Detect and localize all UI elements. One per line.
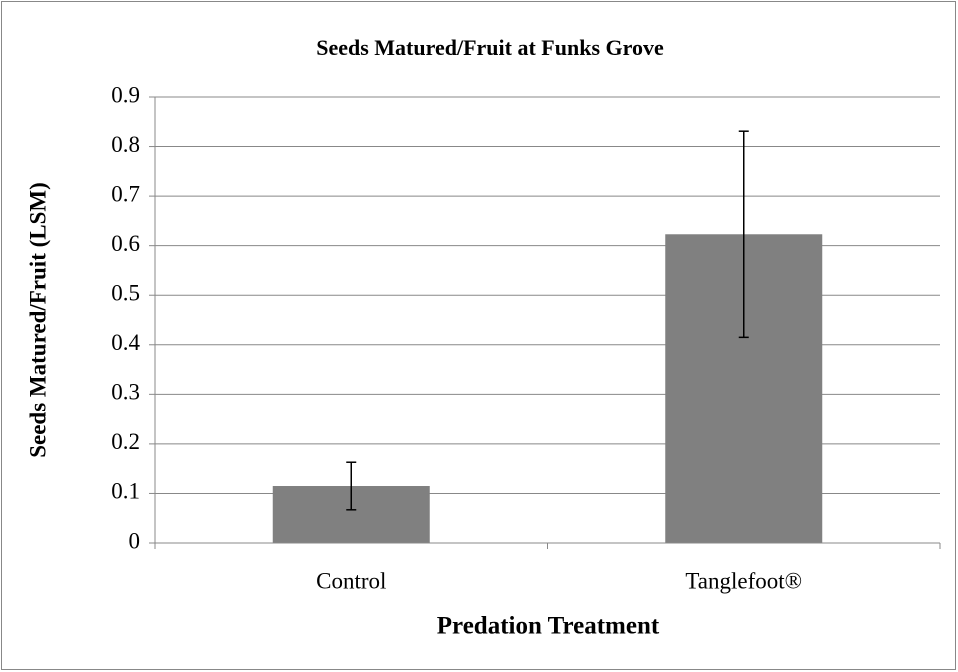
y-tick-label: 0 — [129, 528, 141, 553]
y-tick-label: 0.3 — [111, 380, 140, 405]
y-axis-title: Seeds Matured/Fruit (LSM) — [25, 182, 50, 458]
x-axis-title: Predation Treatment — [437, 613, 660, 640]
chart-title: Seeds Matured/Fruit at Funks Grove — [316, 35, 664, 60]
y-tick-label: 0.5 — [111, 281, 140, 306]
x-tick-label: Control — [316, 568, 386, 593]
x-tick-label: Tanglefoot® — [685, 568, 802, 593]
y-tick-label: 0.6 — [111, 231, 140, 256]
error-bar — [738, 130, 749, 339]
error-bar — [346, 461, 357, 511]
y-tick-label: 0.2 — [111, 429, 140, 454]
y-tick-label: 0.8 — [111, 132, 140, 157]
y-tick-label: 0.9 — [111, 82, 140, 107]
y-tick-label: 0.7 — [111, 181, 140, 206]
y-tick-label: 0.1 — [111, 479, 140, 504]
y-tick-label: 0.4 — [111, 330, 140, 355]
